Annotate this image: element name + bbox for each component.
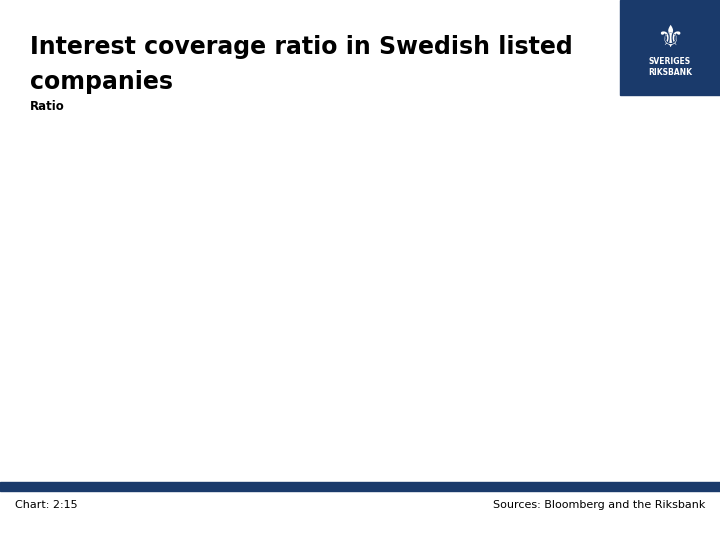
Text: Ratio: Ratio [30,100,65,113]
Text: SVERIGES
RIKSBANK: SVERIGES RIKSBANK [648,57,692,77]
Bar [620,0,720,95]
Bar [0,482,720,491]
Text: Sources: Bloomberg and the Riksbank: Sources: Bloomberg and the Riksbank [492,500,705,510]
Text: Chart: 2:15: Chart: 2:15 [15,500,78,510]
Text: Interest coverage ratio in Swedish listed: Interest coverage ratio in Swedish liste… [30,35,572,59]
Text: companies: companies [30,70,173,94]
Text: ⚜: ⚜ [657,24,684,53]
